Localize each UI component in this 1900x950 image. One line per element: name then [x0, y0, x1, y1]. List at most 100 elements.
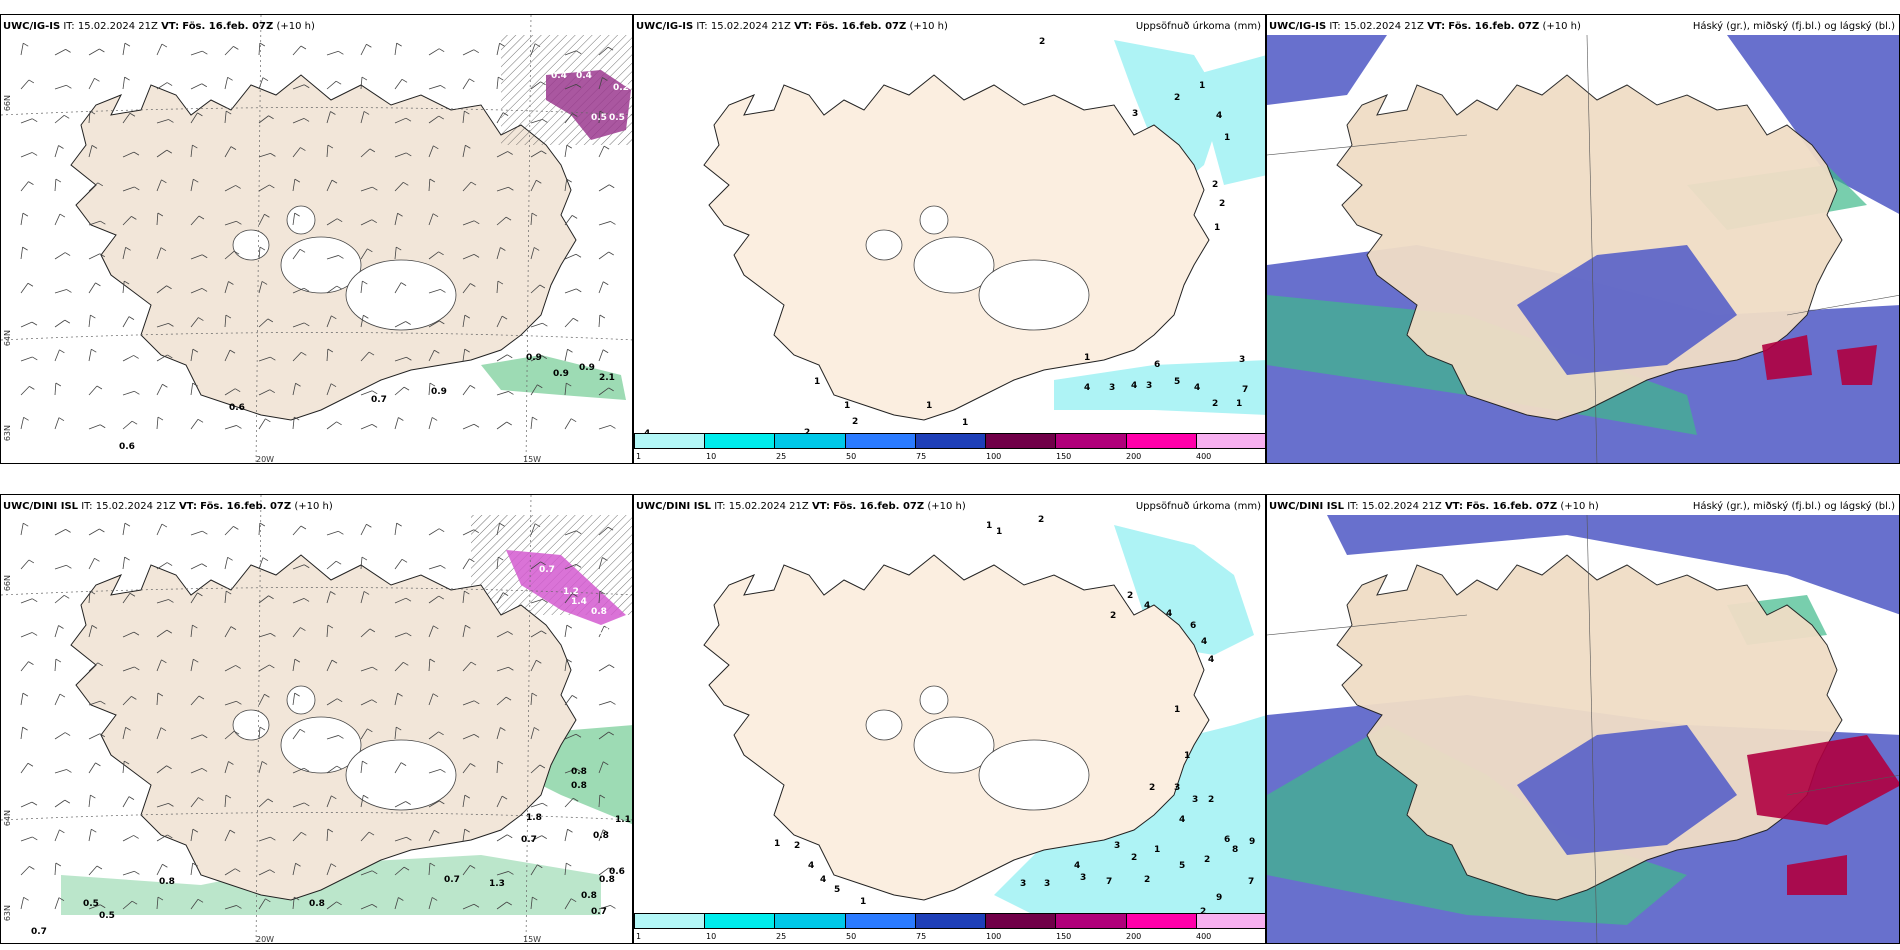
lat-label: 63N [3, 425, 12, 442]
wind-barb-tick [473, 734, 480, 738]
wind-barb-tick [431, 897, 438, 901]
wind-barb [122, 666, 135, 672]
wind-barb [156, 43, 163, 56]
wind-barb-tick [439, 320, 445, 325]
wind-barb [224, 591, 227, 604]
wind-barb-tick [335, 560, 342, 565]
wind-barb-tick [66, 289, 72, 293]
wind-barb-tick [362, 280, 368, 285]
wind-barb-tick [236, 700, 242, 705]
wind-barb-tick [22, 726, 28, 731]
wind-barb [190, 112, 198, 124]
wind-barb [190, 83, 202, 90]
precip-panel-ig-is: 2 1 2 3 4 1 2 2 1 1 6 3 4 3 4 3 5 4 7 2 … [633, 14, 1266, 464]
precip-value: 3 [1239, 355, 1246, 365]
wind-barb-tick [157, 212, 164, 217]
wind-barb [462, 829, 466, 842]
wind-barb [20, 632, 33, 638]
wind-barb-tick [58, 625, 64, 629]
wind-barb [530, 897, 533, 910]
wind-barb-tick [270, 153, 276, 157]
precip-value: 1 [926, 401, 933, 411]
wind-value: 0.5 [591, 113, 607, 123]
wind-barb-tick [168, 599, 174, 603]
wind-barb [598, 387, 609, 396]
wind-barb [360, 524, 367, 536]
wind-barb-tick [599, 794, 606, 799]
glacier [286, 205, 316, 235]
wind-barb-tick [371, 904, 378, 908]
low-cloud [1727, 35, 1899, 214]
precip-value: 7 [1106, 877, 1113, 887]
wind-barb [54, 529, 66, 536]
wind-barb [496, 315, 503, 328]
wind-barb [598, 591, 601, 604]
wind-barb [292, 45, 302, 56]
wind-barb [258, 664, 270, 672]
wind-barb-tick [536, 179, 542, 184]
wind-barb [122, 631, 135, 638]
wind-barb [156, 659, 162, 672]
wind-barb-tick [440, 565, 446, 569]
wind-barb-tick [264, 693, 270, 698]
wind-barb [122, 390, 135, 396]
wind-barb-tick [235, 665, 241, 669]
wind-barb [258, 523, 261, 536]
wind-barb-tick [192, 862, 198, 867]
wind-value: 0.8 [571, 767, 587, 777]
wind-barb [224, 626, 232, 638]
wind-barb-tick [473, 254, 480, 258]
wind-barb [462, 253, 475, 260]
wind-value: 0.9 [526, 353, 542, 363]
wind-barb-tick [599, 110, 606, 115]
wind-barb-tick [429, 178, 436, 183]
wind-barb-tick [259, 246, 266, 251]
wind-barb [428, 595, 440, 604]
wind-barb [88, 829, 92, 842]
wind-barb-tick [603, 281, 609, 286]
low-cloud-inland [1517, 245, 1737, 375]
wind-barb-tick [192, 382, 198, 387]
wind-barb [394, 321, 406, 328]
wind-barb-tick [32, 356, 38, 361]
wind-barb-tick [405, 801, 411, 805]
wind-barb [462, 558, 470, 570]
wind-barb-tick [192, 828, 199, 833]
wind-barb-tick [133, 151, 140, 156]
wind-barb [598, 349, 604, 362]
wind-barb-tick [608, 387, 614, 392]
wind-barbs [20, 42, 616, 430]
wind-barb [292, 352, 302, 362]
wind-barb [190, 254, 203, 260]
precip-value: 2 [1144, 875, 1151, 885]
wind-barb [496, 151, 508, 158]
wind-barb [360, 186, 373, 192]
wind-barb-tick [440, 769, 446, 773]
wind-barb-tick [167, 354, 173, 359]
wind-barb [360, 44, 367, 56]
wind-barb [496, 421, 507, 430]
wind-barb-tick [264, 213, 270, 218]
wind-barb-tick [474, 220, 480, 225]
wind-barb-tick [406, 632, 412, 637]
wind-barb [462, 423, 475, 430]
wind-barb [428, 145, 434, 158]
wind-barb [122, 870, 135, 876]
wind-barb [54, 693, 61, 706]
wind-barb-tick [508, 186, 514, 191]
wind-barb [360, 870, 373, 876]
wind-barb [292, 863, 296, 876]
wind-barb [20, 79, 30, 90]
wind-barb [496, 77, 499, 90]
wind-barb [496, 557, 499, 570]
wind-barb-tick [55, 382, 62, 387]
wind-barb [326, 659, 333, 672]
colorbar-label: 150 [1056, 932, 1072, 941]
wind-barb [54, 319, 66, 328]
wind-barb-tick [371, 699, 377, 704]
wind-barb [258, 727, 261, 740]
wind-barb-tick [403, 386, 410, 391]
wind-barb-tick [166, 629, 173, 634]
wind-barb-tick [233, 730, 240, 735]
wind-barb-tick [198, 317, 204, 321]
